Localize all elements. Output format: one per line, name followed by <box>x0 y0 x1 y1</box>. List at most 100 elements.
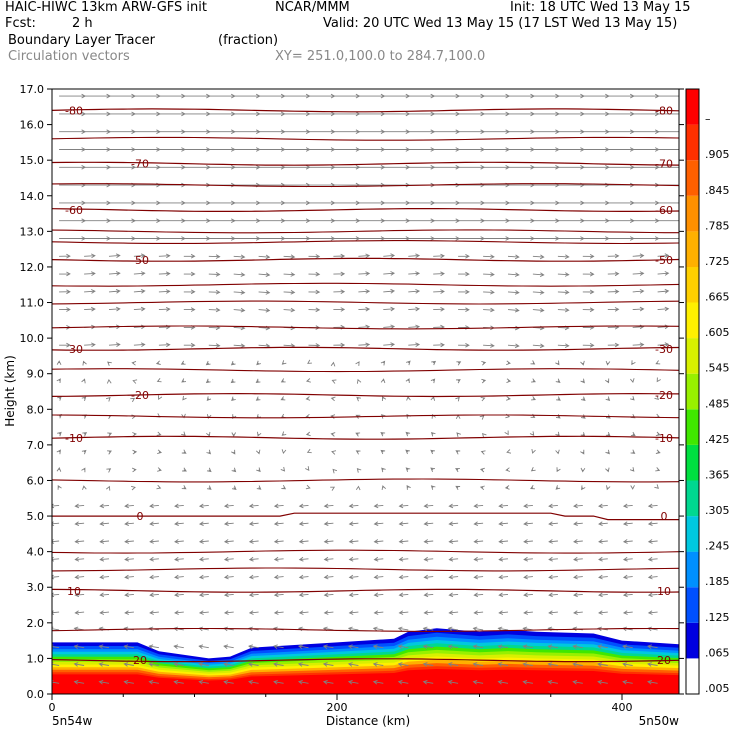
vector-arrow <box>74 521 85 527</box>
isotherm-line <box>52 240 679 245</box>
vector-arrow <box>655 449 661 454</box>
vector-arrow <box>74 556 85 562</box>
vector-arrow <box>548 592 558 598</box>
vector-arrow <box>108 342 121 347</box>
vector-arrow <box>124 521 134 527</box>
vector-arrow <box>555 360 560 366</box>
vector-arrow <box>598 574 608 580</box>
vector-arrow <box>358 342 371 348</box>
vector-arrow <box>74 574 85 580</box>
vector-arrow <box>283 290 296 295</box>
vector-arrow <box>124 610 134 615</box>
vector-arrow <box>622 592 633 598</box>
vector-arrow <box>180 360 186 365</box>
vector-arrow <box>231 467 237 473</box>
vector-arrow <box>458 254 470 259</box>
vector-arrow <box>273 662 284 667</box>
vector-arrow <box>108 306 121 312</box>
vector-arrow <box>657 342 670 347</box>
vector-arrow <box>630 395 635 401</box>
isotherm-label: -10 <box>65 432 83 445</box>
vector-arrow <box>448 556 459 562</box>
vector-arrow <box>322 662 334 667</box>
vector-arrow <box>479 485 485 491</box>
colorbar-label: – <box>705 113 711 126</box>
vector-arrow <box>84 289 96 294</box>
vector-arrow <box>280 396 286 401</box>
vector-arrow <box>233 290 246 295</box>
vector-arrow <box>297 662 309 667</box>
vector-arrow <box>523 503 533 509</box>
vector-arrow <box>448 503 459 509</box>
vector-arrow <box>124 503 134 509</box>
vector-arrow <box>156 431 162 436</box>
vector-arrow <box>323 574 334 580</box>
y-tick-label: 16.0 <box>20 119 45 132</box>
vector-arrow <box>448 574 459 580</box>
vector-arrow <box>333 271 346 277</box>
vector-arrow <box>483 254 495 260</box>
colorbar-label: .305 <box>705 504 730 517</box>
colorbar-swatch <box>686 551 699 588</box>
vector-arrow <box>181 378 187 383</box>
vector-arrow <box>522 644 533 649</box>
vector-arrow <box>323 521 334 527</box>
vector-arrow <box>372 662 384 667</box>
vector-arrow <box>657 131 679 133</box>
vector-arrow <box>322 679 334 685</box>
colorbar-label: .005 <box>705 682 730 695</box>
vector-arrow <box>607 342 620 348</box>
isotherm-label: 0 <box>137 510 144 523</box>
vector-arrow <box>456 432 461 438</box>
vector-arrow <box>483 289 495 295</box>
vector-arrow <box>506 378 512 384</box>
vector-arrow <box>447 679 459 685</box>
colorbar-swatch <box>686 444 699 481</box>
colorbar-swatch <box>686 231 699 267</box>
vector-arrow <box>183 307 196 312</box>
isotherm-label: -30 <box>655 343 673 356</box>
vector-arrow <box>397 662 409 667</box>
vector-arrow <box>298 556 309 562</box>
isotherm-label: -20 <box>131 389 149 402</box>
vector-arrow <box>181 449 187 454</box>
vector-arrow <box>481 360 487 366</box>
vector-arrow <box>483 272 495 277</box>
vector-arrow <box>298 539 309 544</box>
vector-arrow <box>405 449 410 455</box>
vector-arrow <box>298 521 309 527</box>
vector-arrow <box>198 592 209 598</box>
vector-arrow <box>423 610 434 615</box>
vector-arrow <box>347 662 359 667</box>
vector-arrow <box>573 574 583 580</box>
vector-arrow <box>580 360 585 366</box>
vector-arrow <box>158 253 171 259</box>
vector-arrow <box>280 466 286 472</box>
colorbar-swatch <box>686 658 699 694</box>
vector-arrow <box>607 253 620 259</box>
vector-arrow <box>473 592 484 598</box>
vector-arrow <box>297 679 309 685</box>
vector-arrow <box>556 467 561 473</box>
vector-arrow <box>506 449 512 454</box>
vector-arrow <box>548 556 558 562</box>
vector-arrow <box>124 574 134 580</box>
vector-arrow <box>523 592 533 598</box>
vector-arrow <box>99 539 110 544</box>
y-tick-label: 6.0 <box>27 474 45 487</box>
vector-arrow <box>230 360 236 366</box>
vector-arrow <box>398 592 409 598</box>
vector-arrow <box>398 503 409 509</box>
vector-arrow <box>479 467 485 473</box>
vector-arrow <box>99 556 110 562</box>
vector-arrow <box>408 253 421 258</box>
vector-arrow <box>647 644 658 649</box>
y-tick-label: 8.0 <box>27 403 45 416</box>
vector-arrow <box>358 289 371 294</box>
vector-arrow <box>330 432 336 437</box>
vector-arrow <box>208 272 221 277</box>
vector-arrow <box>605 449 610 455</box>
vector-arrow <box>73 662 85 667</box>
vector-arrow <box>173 644 184 649</box>
vector-arrow <box>448 610 459 615</box>
